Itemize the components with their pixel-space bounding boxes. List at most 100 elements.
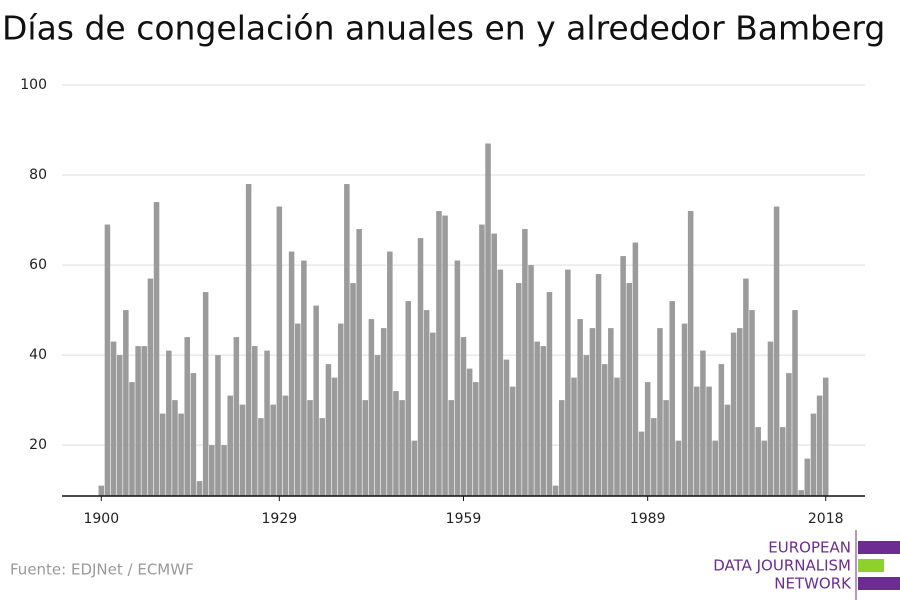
bar <box>730 332 737 496</box>
bar <box>411 440 418 496</box>
bar <box>301 260 307 496</box>
bar <box>534 341 540 496</box>
bar <box>810 413 817 496</box>
bar <box>233 337 240 496</box>
bar <box>221 445 227 496</box>
bar <box>442 215 448 496</box>
bar <box>202 292 209 496</box>
bar <box>147 278 154 496</box>
bar <box>632 242 639 496</box>
bar <box>792 310 798 496</box>
bar <box>515 283 522 496</box>
bar <box>227 395 233 496</box>
bar <box>749 310 755 496</box>
bar <box>135 346 141 496</box>
bar <box>282 395 289 496</box>
bar <box>620 256 626 496</box>
x-tick-label: 2018 <box>808 511 844 527</box>
bar <box>245 184 252 497</box>
bar <box>571 377 577 496</box>
bar <box>129 382 135 496</box>
bar <box>675 440 682 496</box>
x-tick-label: 1929 <box>262 511 298 527</box>
bar <box>706 386 712 496</box>
logo-bar <box>858 577 900 590</box>
bar <box>417 238 424 497</box>
bar <box>614 377 620 496</box>
bar <box>172 400 178 496</box>
bar <box>239 404 246 496</box>
bar <box>558 400 565 496</box>
bar <box>350 283 356 496</box>
bar <box>687 211 694 496</box>
bar <box>436 211 442 496</box>
bar <box>159 413 166 496</box>
bar <box>485 143 491 496</box>
bar <box>608 328 614 496</box>
bar <box>577 319 583 496</box>
bar <box>497 269 504 496</box>
bar <box>546 292 553 496</box>
bar <box>288 251 295 496</box>
bar <box>110 341 117 496</box>
bar <box>399 400 405 496</box>
y-tick-label: 80 <box>29 167 47 183</box>
bar <box>362 400 369 496</box>
bar <box>491 233 497 497</box>
bar <box>669 301 675 496</box>
bar <box>104 224 111 496</box>
bar <box>258 418 264 496</box>
bar <box>509 386 516 496</box>
bar <box>473 382 479 496</box>
bar <box>184 337 191 496</box>
y-tick-label: 20 <box>29 437 47 453</box>
bar <box>374 355 381 496</box>
bar <box>460 337 467 496</box>
bar <box>522 229 528 497</box>
bar <box>663 400 669 496</box>
bar <box>779 427 786 496</box>
bar <box>718 364 725 496</box>
bar <box>331 377 338 496</box>
bar <box>276 206 283 496</box>
y-tick-label: 100 <box>20 77 47 93</box>
y-tick-label: 60 <box>29 257 47 273</box>
y-tick-label: 40 <box>29 347 47 363</box>
bar <box>479 224 485 496</box>
x-tick-label: 1989 <box>630 511 666 527</box>
bar <box>454 260 461 496</box>
logo-bar <box>858 559 884 572</box>
bar <box>209 445 215 496</box>
logo-text: NETWORK <box>774 575 852 593</box>
bar <box>153 202 160 496</box>
bar <box>448 400 454 496</box>
bar <box>387 251 393 496</box>
x-tick-label: 1959 <box>446 511 482 527</box>
bar <box>767 341 774 496</box>
source: Fuente: EDJNet / ECMWF <box>10 561 194 579</box>
bar <box>755 427 761 496</box>
bar <box>786 373 792 496</box>
bar <box>325 364 332 496</box>
bar <box>583 355 590 496</box>
bar <box>644 382 651 496</box>
bar <box>423 310 430 496</box>
bar <box>466 368 473 496</box>
bar <box>638 431 645 496</box>
bar <box>816 395 823 496</box>
bar <box>681 323 688 496</box>
bar <box>98 485 105 496</box>
bar <box>657 328 663 496</box>
bar <box>589 328 596 496</box>
bar <box>313 305 319 496</box>
x-tick-label: 1900 <box>83 511 119 527</box>
logo: EUROPEAN DATA JOURNALISM NETWORK <box>713 530 900 600</box>
bar <box>565 269 571 496</box>
bar <box>773 206 780 496</box>
bar <box>804 458 811 496</box>
chart-title: Días de congelación anuales en y alreded… <box>2 9 885 48</box>
bar <box>270 404 276 496</box>
bar <box>430 332 436 496</box>
bar <box>116 355 123 496</box>
